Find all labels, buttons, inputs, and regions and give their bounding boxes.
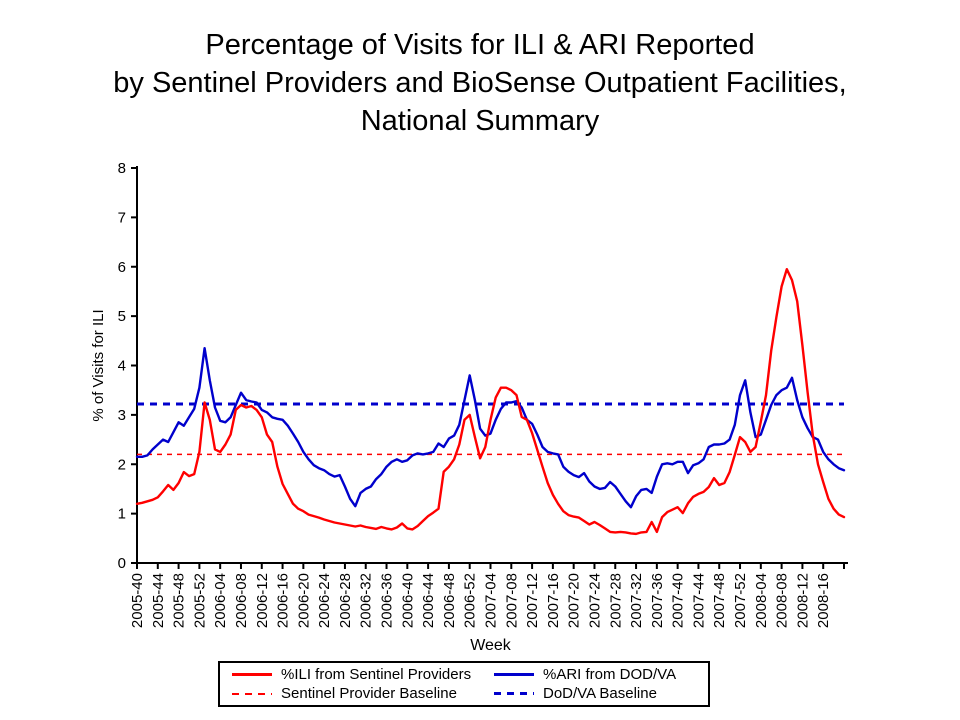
legend-label-dod-baseline: DoD/VA Baseline — [543, 685, 657, 702]
x-tick-label: 2006-08 — [233, 573, 250, 628]
x-tick-label: 2007-08 — [503, 573, 520, 628]
legend-item-ari: %ARI from DOD/VA — [494, 665, 698, 684]
legend-label-ili: %ILI from Sentinel Providers — [281, 666, 472, 683]
y-tick-label: 2 — [118, 456, 126, 473]
x-tick-label: 2008-08 — [774, 573, 791, 628]
y-tick-label: 3 — [118, 407, 126, 424]
x-tick-label: 2006-52 — [462, 573, 479, 628]
x-tick-label: 2008-04 — [753, 573, 770, 628]
legend-item-sentinel-baseline: Sentinel Provider Baseline — [232, 684, 494, 703]
x-tick-label: 2006-32 — [358, 573, 375, 628]
chart-title-line-2: by Sentinel Providers and BioSense Outpa… — [113, 67, 847, 99]
legend-item-dod-baseline: DoD/VA Baseline — [494, 684, 698, 703]
chart-title: Percentage of Visits for ILI & ARI Repor… — [0, 26, 960, 140]
y-tick-label: 7 — [118, 209, 126, 226]
x-tick-label: 2006-12 — [254, 573, 271, 628]
x-tick-label: 2007-44 — [690, 573, 707, 628]
x-tick-label: 2006-20 — [295, 573, 312, 628]
x-tick-label: 2007-16 — [545, 573, 562, 628]
legend-label-sentinel-baseline: Sentinel Provider Baseline — [281, 685, 457, 702]
legend: %ILI from Sentinel Providers %ARI from D… — [218, 661, 710, 707]
ili-line-swatch — [232, 673, 272, 676]
x-tick-label: 2006-48 — [441, 573, 458, 628]
x-tick-label: 2008-12 — [794, 573, 811, 628]
x-tick-label: 2005-48 — [171, 573, 188, 628]
y-axis-title: % of Visits for ILI — [90, 309, 107, 421]
x-tick-label: 2007-12 — [524, 573, 541, 628]
x-tick-label: 2006-44 — [420, 573, 437, 628]
sentinel-baseline-swatch — [232, 692, 272, 695]
x-tick-label: 2005-52 — [191, 573, 208, 628]
legend-item-ili: %ILI from Sentinel Providers — [232, 665, 494, 684]
x-tick-label: 2007-24 — [586, 573, 603, 628]
x-tick-label: 2006-16 — [275, 573, 292, 628]
x-tick-label: 2007-20 — [566, 573, 583, 628]
chart-title-line-1: Percentage of Visits for ILI & ARI Repor… — [205, 29, 755, 61]
x-tick-label: 2005-40 — [129, 573, 146, 628]
chart-title-line-3: National Summary — [360, 105, 600, 137]
x-axis-title: Week — [470, 637, 512, 654]
y-tick-label: 8 — [118, 160, 126, 177]
y-tick-label: 0 — [118, 555, 126, 572]
x-tick-label: 2008-16 — [815, 573, 832, 628]
y-tick-label: 6 — [118, 259, 126, 276]
x-tick-label: 2005-44 — [150, 573, 167, 628]
x-tick-label: 2006-28 — [337, 573, 354, 628]
y-tick-label: 5 — [118, 308, 126, 325]
ari-line-swatch — [494, 673, 534, 676]
x-tick-label: 2006-36 — [379, 573, 396, 628]
x-tick-label: 2006-04 — [212, 573, 229, 628]
x-tick-label: 2007-52 — [732, 573, 749, 628]
x-tick-label: 2007-28 — [607, 573, 624, 628]
x-tick-label: 2007-32 — [628, 573, 645, 628]
x-tick-label: 2007-36 — [649, 573, 666, 628]
x-tick-label: 2007-04 — [483, 573, 500, 628]
x-tick-label: 2006-24 — [316, 573, 333, 628]
ari-series-line — [135, 347, 846, 509]
x-tick-label: 2007-48 — [711, 573, 728, 628]
x-tick-label: 2007-40 — [670, 573, 687, 628]
y-tick-label: 4 — [118, 358, 126, 375]
x-tick-label: 2006-40 — [399, 573, 416, 628]
ili-series-line — [135, 268, 846, 536]
dod-baseline-swatch — [494, 692, 534, 695]
y-tick-label: 1 — [118, 506, 126, 523]
legend-label-ari: %ARI from DOD/VA — [543, 666, 677, 683]
